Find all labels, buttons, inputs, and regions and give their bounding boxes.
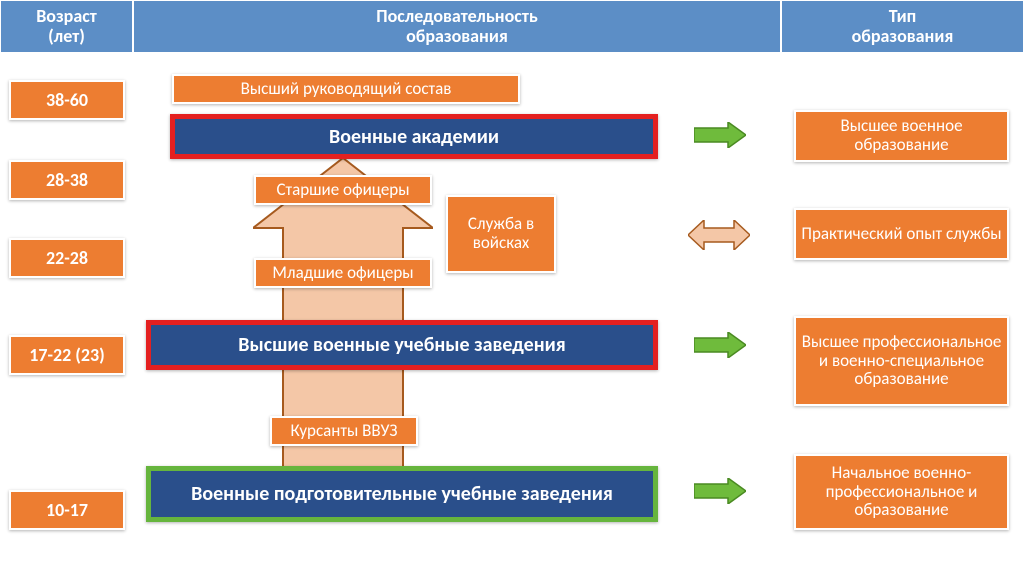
double-arrow-icon — [688, 220, 750, 250]
header-row: Возраст(лет) Последовательностьобразован… — [0, 0, 1024, 53]
cadets: Курсанты ВВУЗ — [270, 416, 418, 446]
arrow-right-icon — [694, 332, 746, 358]
military-academies: Военные академии — [170, 114, 658, 159]
type-higher-military: Высшее военное образование — [794, 110, 1009, 162]
service-in-troops: Служба в войсках — [446, 195, 556, 273]
age-22-28: 22-28 — [9, 238, 125, 278]
age-28-38: 28-38 — [9, 160, 125, 200]
junior-officers: Младшие офицеры — [254, 258, 432, 288]
type-practical: Практический опыт службы — [794, 208, 1009, 260]
header-type: Типобразования — [781, 0, 1024, 53]
higher-military-institutions: Высшие военные учебные заведения — [146, 320, 658, 370]
age-17-22: 17-22 (23) — [9, 335, 125, 375]
top-leadership: Высший руководящий состав — [172, 74, 520, 104]
senior-officers: Старшие офицеры — [254, 175, 432, 205]
header-sequence: Последовательностьобразования — [133, 0, 781, 53]
arrow-right-icon — [694, 122, 746, 148]
arrow-right-icon — [694, 478, 746, 504]
header-age: Возраст(лет) — [0, 0, 133, 53]
age-38-60: 38-60 — [9, 80, 125, 120]
age-10-17: 10-17 — [9, 490, 125, 530]
preparatory-institutions: Военные подготовительные учебные заведен… — [146, 466, 658, 522]
type-higher-prof: Высшее профессиональное и военно-специал… — [794, 316, 1009, 406]
type-initial: Начальное военно-профессиональное и обра… — [794, 454, 1009, 530]
